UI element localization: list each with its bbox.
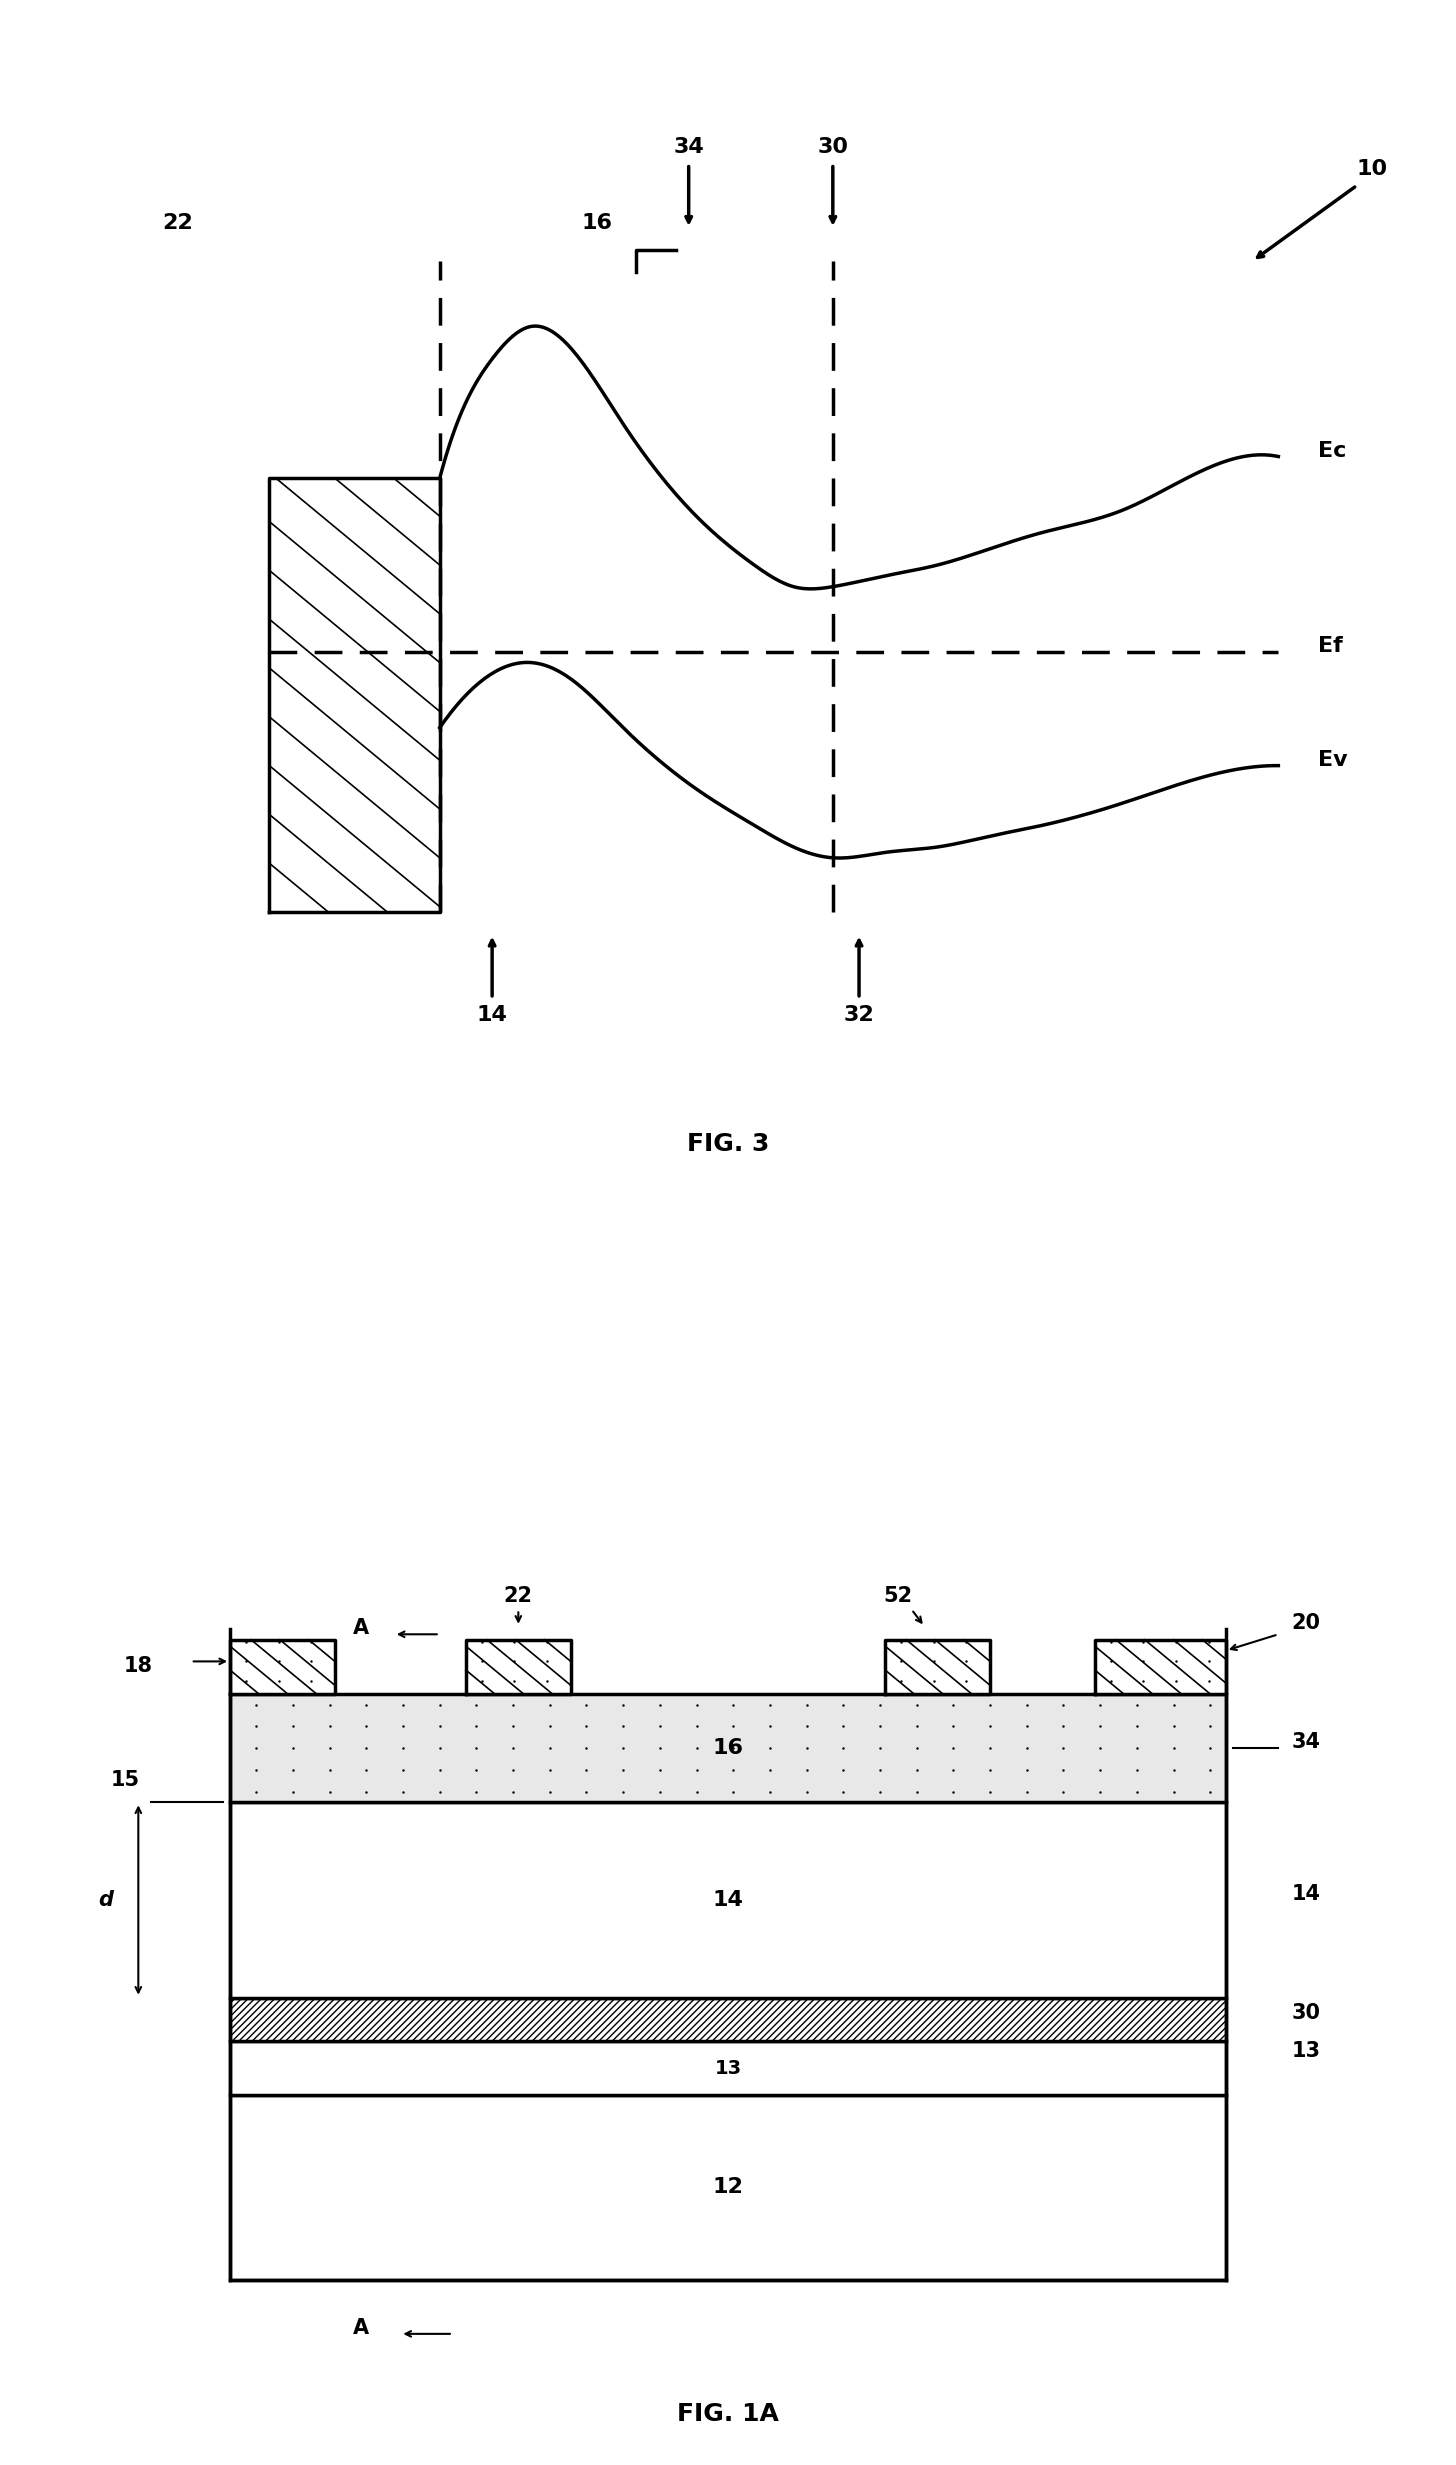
Bar [230, 1997, 1226, 2041]
Text: 22: 22 [504, 1585, 533, 1605]
Text: Ec: Ec [1318, 441, 1345, 461]
Text: 13: 13 [1291, 2041, 1321, 2061]
Bar [230, 1802, 1226, 1997]
Text: 32: 32 [843, 1006, 875, 1025]
Bar [230, 1693, 1226, 1802]
Text: Ev: Ev [1318, 749, 1347, 769]
Text: d: d [98, 1891, 114, 1910]
Text: 12: 12 [712, 2177, 744, 2196]
Bar [230, 2095, 1226, 2280]
Text: 34: 34 [1291, 1733, 1321, 1753]
Text: FIG. 1A: FIG. 1A [677, 2401, 779, 2426]
Text: 20: 20 [1291, 1612, 1321, 1632]
Text: 10: 10 [1357, 158, 1388, 177]
Polygon shape [466, 1639, 571, 1693]
Text: 30: 30 [1291, 2004, 1321, 2024]
Text: 52: 52 [884, 1585, 913, 1605]
Text: A: A [352, 1620, 370, 1639]
Polygon shape [230, 1639, 335, 1693]
Text: 14: 14 [712, 1891, 744, 1910]
Text: 18: 18 [124, 1656, 153, 1676]
Text: 34: 34 [673, 138, 705, 158]
Text: 22: 22 [162, 212, 194, 232]
Bar [230, 2041, 1226, 2095]
Polygon shape [885, 1639, 990, 1693]
Text: 13: 13 [715, 2058, 741, 2078]
Text: A: A [352, 2317, 370, 2337]
Text: 16: 16 [712, 1738, 744, 1758]
Polygon shape [1095, 1639, 1226, 1693]
Text: 14: 14 [1291, 1883, 1321, 1903]
Text: 30: 30 [817, 138, 849, 158]
Text: Ef: Ef [1318, 636, 1342, 656]
Polygon shape [269, 478, 440, 912]
Text: 15: 15 [111, 1770, 140, 1790]
Text: 14: 14 [476, 1006, 508, 1025]
Text: FIG. 3: FIG. 3 [687, 1131, 769, 1156]
Text: 16: 16 [581, 212, 613, 232]
